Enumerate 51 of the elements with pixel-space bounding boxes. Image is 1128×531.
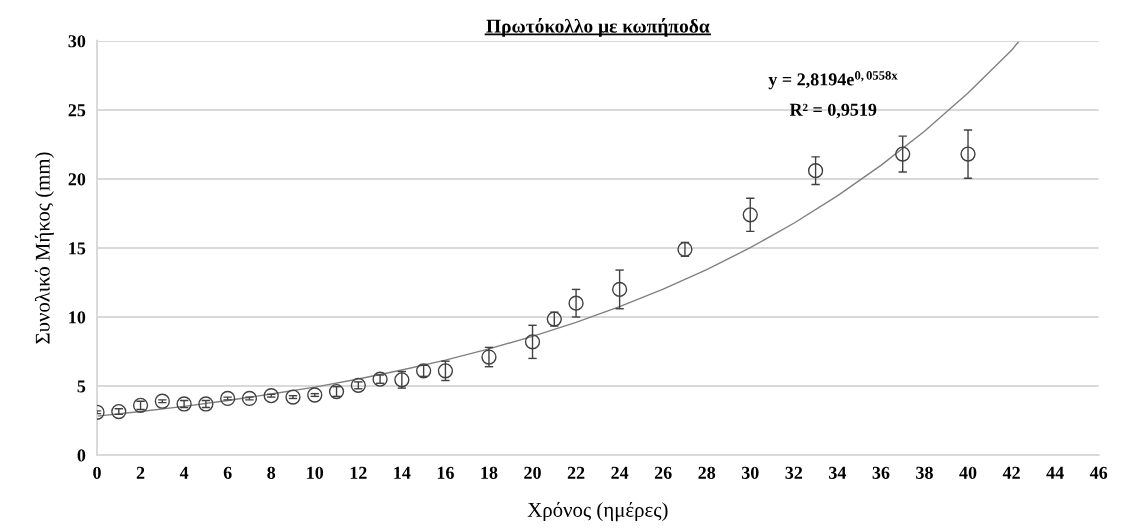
point: [895, 146, 911, 162]
x-tick-label: 38: [916, 466, 933, 479]
x-tick-label: 18: [481, 466, 498, 479]
x-tick-label: 10: [307, 466, 324, 479]
point: [285, 389, 301, 405]
y-axis-title: Συνολικό Μήκος (mm): [34, 152, 54, 344]
x-tick-label: 30: [741, 466, 759, 479]
x-tick-label: 22: [567, 466, 585, 479]
x-tick-label: 12: [350, 466, 367, 479]
x-tick-label: 26: [654, 466, 672, 479]
x-tick-label: 34: [829, 466, 847, 479]
y-tick-label: 5: [77, 380, 86, 393]
y-tick-label: 30: [68, 35, 86, 48]
x-tick-label: 36: [872, 466, 890, 479]
annotation: R² = 0,9519: [789, 103, 877, 119]
y-tick-label: 10: [69, 311, 86, 324]
x-tick-label: 0: [93, 466, 101, 479]
point: [568, 295, 584, 311]
x-tick-label: 32: [785, 466, 803, 479]
x-tick-label: 44: [1046, 466, 1064, 479]
y-tick-label: 20: [68, 173, 86, 186]
x-tick-label: 40: [959, 466, 977, 479]
x-tick-label: 6: [223, 466, 232, 479]
x-tick-label: 24: [611, 466, 629, 479]
x-tick-label: 2: [136, 466, 145, 479]
point: [807, 163, 824, 179]
x-tick-label: 8: [267, 466, 276, 479]
point: [241, 390, 258, 407]
point: [263, 388, 279, 404]
point: [154, 393, 170, 409]
chart-title: Πρωτόκολλο με κωπήποδα: [486, 18, 710, 37]
x-tick-label: 46: [1089, 466, 1108, 479]
point: [742, 207, 758, 223]
x-tick-label: 20: [524, 466, 541, 479]
x-tick-label: 4: [179, 466, 189, 479]
point: [960, 146, 976, 162]
point: [111, 403, 127, 420]
x-tick-label: 16: [437, 466, 454, 479]
x-tick-label: 14: [394, 466, 411, 479]
x-tick-label: 42: [1002, 466, 1020, 479]
y-tick-label: 0: [77, 449, 86, 462]
y-tick-label: 15: [69, 242, 86, 255]
x-tick-label: 28: [698, 466, 716, 479]
x-axis-title: Χρόνος (ημέρες): [527, 502, 668, 522]
point: [524, 334, 541, 350]
point: [611, 281, 628, 298]
y-tick-label: 25: [68, 104, 86, 117]
point: [350, 377, 366, 393]
point: [220, 390, 236, 407]
point: [307, 387, 323, 403]
annotation: y = 2,8194e$^{0,0558x}$: [768, 71, 898, 90]
